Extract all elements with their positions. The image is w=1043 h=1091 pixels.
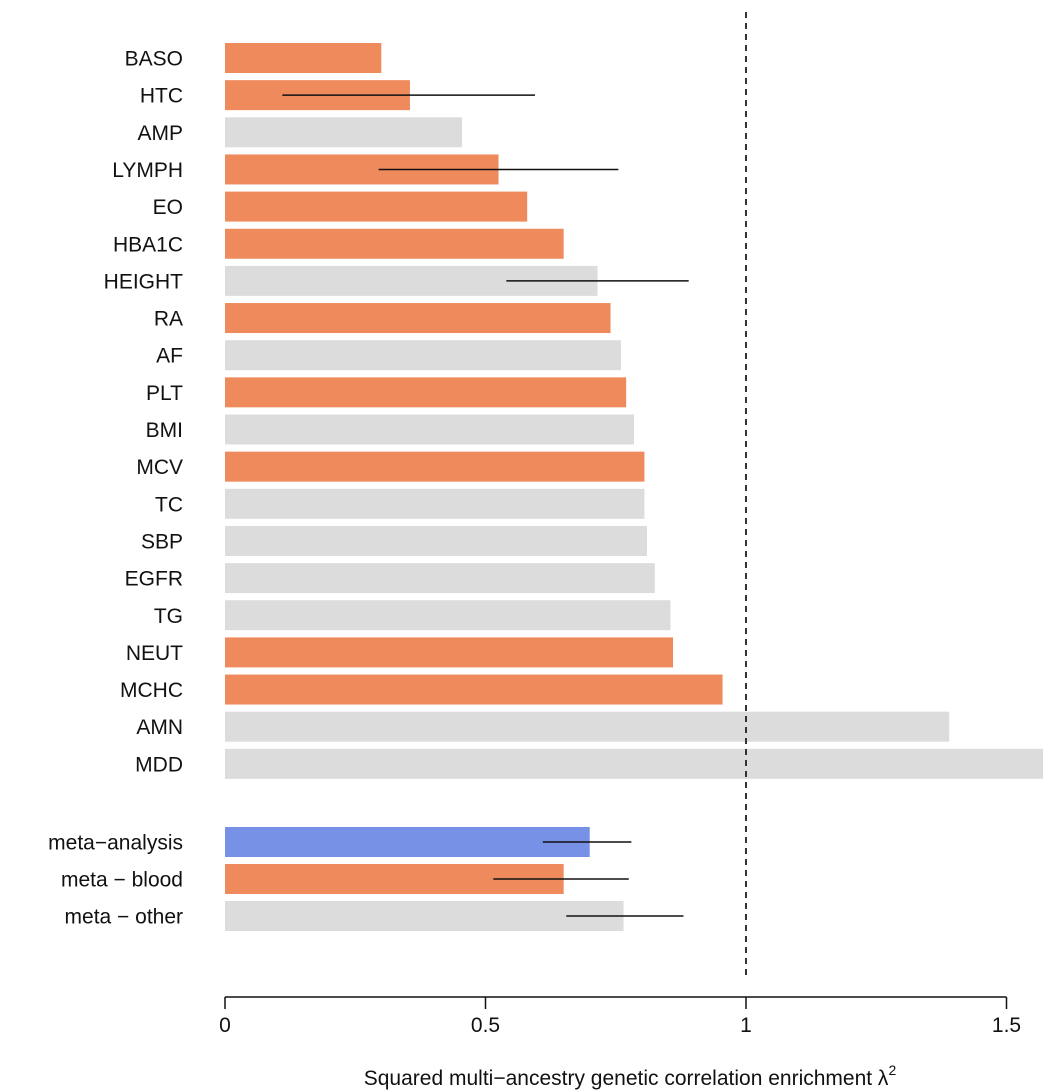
category-label-amn: AMN [136, 716, 183, 739]
bar-baso [225, 43, 382, 73]
bar-mdd [225, 748, 1043, 779]
bar-egfr [225, 563, 655, 594]
bar-mcv [225, 451, 645, 482]
category-labels: BASO HTC AMP LYMPH EO HBA1C HEIGHT RA AF PLT BMI MC… [48, 48, 183, 929]
x-axis-label-text: Squared multi−ancestry genetic correlati… [364, 1067, 889, 1090]
bar-meta-other [225, 901, 624, 931]
category-label-baso: BASO [125, 48, 183, 71]
bar-tc [225, 488, 645, 519]
x-axis-label: Squared multi−ancestry genetic correlati… [364, 1062, 897, 1090]
x-tick-label: 1 [740, 1014, 752, 1037]
bar-bmi [225, 414, 634, 445]
bar-hba1c [225, 228, 564, 259]
bar-sbp [225, 525, 648, 556]
category-label-mchc: MCHC [120, 679, 183, 702]
bar-tg [225, 600, 671, 631]
bar-ra [225, 303, 611, 334]
confidence-intervals [282, 94, 689, 917]
x-axis-label-superscript: 2 [888, 1062, 896, 1078]
category-label-meta-blood: meta − blood [61, 869, 183, 892]
bar-amp [225, 117, 463, 148]
category-label-af: AF [156, 345, 183, 368]
bar-amn [225, 711, 950, 742]
category-label-lymph: LYMPH [112, 159, 183, 182]
category-label-bmi: BMI [146, 419, 183, 442]
x-tick-label: 1.5 [992, 1014, 1021, 1037]
bar-meta-analysis [225, 827, 590, 857]
bar-eo [225, 191, 528, 222]
x-tick-label: 0.5 [471, 1014, 500, 1037]
category-label-height: HEIGHT [104, 270, 184, 293]
category-label-hba1c: HBA1C [113, 233, 183, 256]
category-label-ra: RA [154, 308, 183, 331]
category-label-meta-other: meta − other [65, 906, 183, 929]
bar-mchc [225, 674, 723, 705]
category-label-meta-analysis: meta−analysis [48, 832, 183, 855]
category-label-mdd: MDD [135, 753, 183, 776]
bar-plt [225, 377, 627, 408]
x-tick-label: 0 [219, 1014, 231, 1037]
category-label-amp: AMP [137, 122, 183, 145]
category-label-sbp: SBP [141, 530, 183, 553]
category-label-mcv: MCV [136, 456, 183, 479]
x-axis: 0 0.5 1 1.5 [219, 996, 1021, 1037]
category-label-eo: EO [153, 196, 183, 219]
bars [225, 43, 1043, 931]
category-label-neut: NEUT [126, 642, 183, 665]
category-label-plt: PLT [146, 382, 183, 405]
category-label-tg: TG [154, 605, 183, 628]
category-label-egfr: EGFR [125, 568, 183, 591]
bar-af [225, 340, 621, 371]
bar-neut [225, 637, 674, 668]
category-label-htc: HTC [140, 85, 183, 108]
category-label-tc: TC [155, 493, 183, 516]
